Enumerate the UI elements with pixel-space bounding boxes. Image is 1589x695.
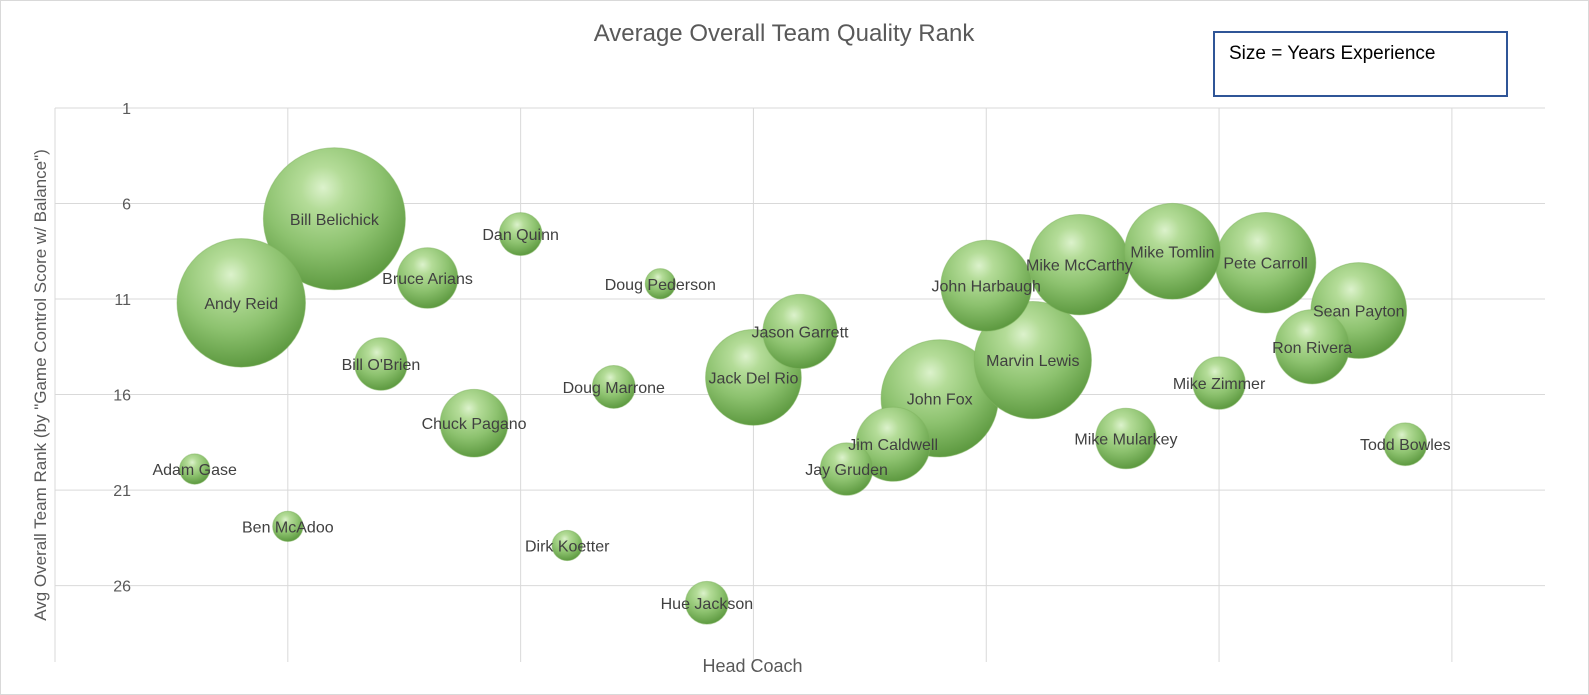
chart-title: Average Overall Team Quality Rank: [593, 20, 975, 47]
bubble: [1274, 309, 1350, 385]
bubble-label: Ben McAdoo: [242, 519, 334, 536]
y-tick-label: 1: [122, 101, 131, 118]
bubble: [591, 365, 636, 409]
bubble-label: Doug Pederson: [605, 277, 716, 294]
bubble-label: Mike Tomlin: [1130, 244, 1214, 261]
bubble: [262, 147, 406, 291]
bubble-label: Bill Belichick: [290, 212, 380, 229]
bubble-label: Bruce Arians: [382, 271, 473, 288]
bubble-label: Jay Gruden: [805, 462, 888, 479]
y-tick-label: 21: [113, 483, 131, 500]
bubble: [1095, 407, 1157, 470]
bubble-label: Dirk Koetter: [525, 538, 610, 555]
bubble-label: John Fox: [907, 391, 973, 408]
bubble: [1383, 422, 1428, 467]
x-axis-label: Head Coach: [702, 656, 803, 676]
y-tick-label: 26: [113, 579, 131, 596]
bubble: [498, 212, 543, 256]
bubble-labels: Adam Gase Andy Reid Ben McAdoo Bill Belichi…: [152, 212, 1450, 613]
bubble-label: Pete Carroll: [1223, 256, 1307, 273]
bubble: [396, 247, 459, 309]
bubble-label: John Harbaugh: [932, 279, 1041, 296]
bubble: [762, 293, 838, 370]
bubble: [439, 388, 509, 458]
bubble-label: Ron Rivera: [1272, 340, 1352, 357]
size-legend-text: Size = Years Experience: [1229, 43, 1436, 64]
bubble: [819, 442, 874, 496]
bubble-label: Jason Garrett: [752, 325, 849, 342]
bubble-label: Andy Reid: [204, 296, 278, 313]
y-tick-label: 6: [122, 197, 131, 214]
bubble-label: Marvin Lewis: [986, 353, 1079, 370]
bubble-label: Bill O'Brien: [342, 357, 421, 374]
bubble: [684, 580, 729, 625]
bubble: [179, 453, 211, 485]
bubble: [354, 337, 408, 391]
bubble-label: Hue Jackson: [661, 596, 754, 613]
bubble: [272, 510, 304, 543]
bubble-label: Mike McCarthy: [1026, 258, 1133, 275]
y-axis-label: Avg Overall Team Rank (by "Game Control …: [31, 149, 50, 621]
bubble-label: Doug Marrone: [563, 380, 665, 397]
bubble-label: Dan Quinn: [482, 227, 559, 244]
bubble-label: Chuck Pagano: [422, 416, 527, 433]
bubble-label: Todd Bowles: [1360, 437, 1451, 454]
bubbles: [176, 147, 1428, 625]
bubble: [1192, 356, 1246, 410]
bubble-label: Adam Gase: [152, 462, 237, 479]
bubble-label: Mike Zimmer: [1173, 376, 1266, 393]
bubble-label: Jim Caldwell: [848, 437, 938, 454]
bubble-label: Jack Del Rio: [709, 370, 799, 387]
bubble: [176, 238, 306, 368]
y-tick-label: 11: [114, 292, 131, 309]
bubble: [973, 301, 1092, 420]
bubble: [1124, 202, 1221, 300]
bubble: [644, 268, 676, 300]
y-tick-label: 16: [113, 388, 131, 405]
bubble-label: Mike Mularkey: [1074, 431, 1177, 448]
size-legend-box: Size = Years Experience: [1213, 31, 1508, 97]
bubble: [940, 239, 1033, 332]
bubble-label: Sean Payton: [1313, 303, 1405, 320]
bubble: [551, 529, 583, 562]
